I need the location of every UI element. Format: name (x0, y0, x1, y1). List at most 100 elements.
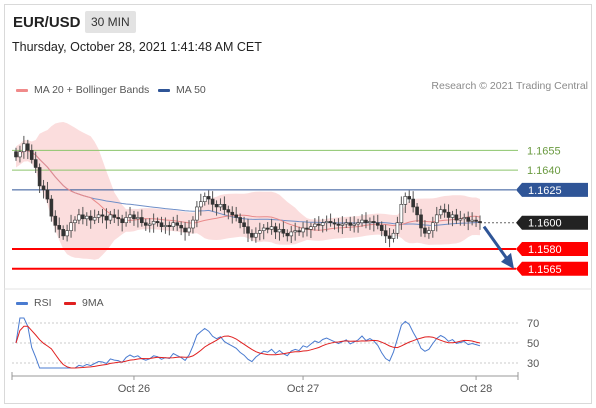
candle-bear (238, 217, 242, 224)
candle-bull (301, 227, 305, 233)
candle-bull (320, 222, 325, 226)
candle-bull (289, 231, 294, 237)
candle-bear (415, 206, 419, 216)
legend-label-rsi: RSI (34, 297, 52, 309)
candle (285, 229, 290, 242)
candle (226, 205, 231, 220)
legend-swatch-ma50 (158, 88, 170, 92)
candle-bull (269, 226, 274, 230)
candle (344, 218, 349, 228)
candle (41, 179, 46, 199)
rsi-tick-50: 50 (527, 338, 539, 350)
candle-bull (427, 230, 431, 234)
candle-bull (391, 232, 396, 239)
candle (438, 205, 443, 219)
candle (108, 210, 113, 225)
candle-bear (61, 229, 65, 237)
candle (18, 145, 22, 163)
candle (423, 220, 427, 238)
level-tag-text: 1.1580 (528, 244, 562, 256)
candle (191, 216, 195, 234)
candle-bear (285, 232, 290, 237)
candle-bull (171, 222, 176, 227)
candle (147, 218, 152, 233)
candle-bear (281, 229, 286, 234)
candle (25, 139, 30, 160)
candle-bull (124, 217, 128, 224)
candle-bear (265, 227, 270, 230)
candle (257, 222, 262, 241)
candle (29, 144, 34, 164)
candle (297, 226, 301, 236)
candle-bull (352, 223, 356, 226)
candle-bull (199, 201, 203, 208)
candle-bear (104, 215, 109, 221)
candle-bear (305, 227, 309, 230)
candle-bull (324, 221, 329, 224)
candle-bull (96, 214, 101, 218)
symbol-label: EUR/USD (13, 14, 81, 31)
candle-bear (454, 214, 459, 221)
candle-bull (257, 230, 262, 234)
candle-bear (372, 221, 376, 224)
candle (49, 195, 54, 222)
candle (261, 224, 266, 240)
candle-bull (340, 223, 345, 226)
candle (407, 190, 412, 203)
legend-item-bollinger: MA 20 + Bollinger Bands (16, 84, 149, 96)
candle (254, 227, 258, 243)
candle (73, 216, 77, 232)
candle (187, 220, 191, 236)
candle (199, 193, 203, 216)
candle (230, 206, 235, 224)
candle (395, 216, 400, 239)
candle (14, 147, 18, 161)
candle (301, 222, 305, 238)
candle (234, 206, 239, 222)
candle (446, 204, 451, 225)
timeframe-button[interactable]: 30 MIN (85, 11, 136, 33)
candle-bear (478, 221, 482, 224)
candle-bull (431, 222, 435, 231)
candle (269, 218, 274, 235)
candle (336, 218, 341, 233)
level-tag-bg (516, 242, 588, 257)
candle-bull (360, 219, 364, 224)
candle (218, 198, 223, 211)
x-tick-label: Oct 28 (460, 383, 492, 395)
candle-bear (100, 214, 105, 217)
candle (320, 218, 325, 233)
candle (379, 221, 384, 237)
candle (281, 221, 286, 238)
legend-swatch-bollinger (16, 88, 28, 92)
candle (450, 210, 455, 227)
candle-bull (218, 204, 223, 208)
forecast-arrow-shaft (482, 225, 509, 260)
legend-item-9ma: 9MA (64, 297, 104, 309)
candle-bear (88, 215, 93, 221)
candle-bull (403, 196, 408, 205)
candle-bear (226, 209, 231, 213)
candle (171, 216, 176, 231)
candle (454, 208, 459, 225)
candle (305, 220, 309, 237)
candle (112, 208, 117, 223)
candle-bear (375, 222, 380, 226)
candle (470, 212, 474, 226)
candle (324, 215, 329, 232)
candle-bear (49, 198, 54, 217)
candle (250, 229, 254, 242)
candle-bear (116, 217, 121, 220)
candle-bull (458, 218, 463, 221)
candle-bear (246, 226, 250, 234)
candle-bear (140, 217, 144, 224)
candle-bear (332, 222, 337, 225)
candle-bear (210, 198, 215, 205)
candle-bear (411, 198, 415, 208)
candle (53, 210, 58, 233)
candle-bull (450, 214, 455, 218)
candle (143, 218, 148, 231)
legend-label-bollinger: MA 20 + Bollinger Bands (34, 84, 150, 96)
candle-bear (383, 230, 388, 237)
